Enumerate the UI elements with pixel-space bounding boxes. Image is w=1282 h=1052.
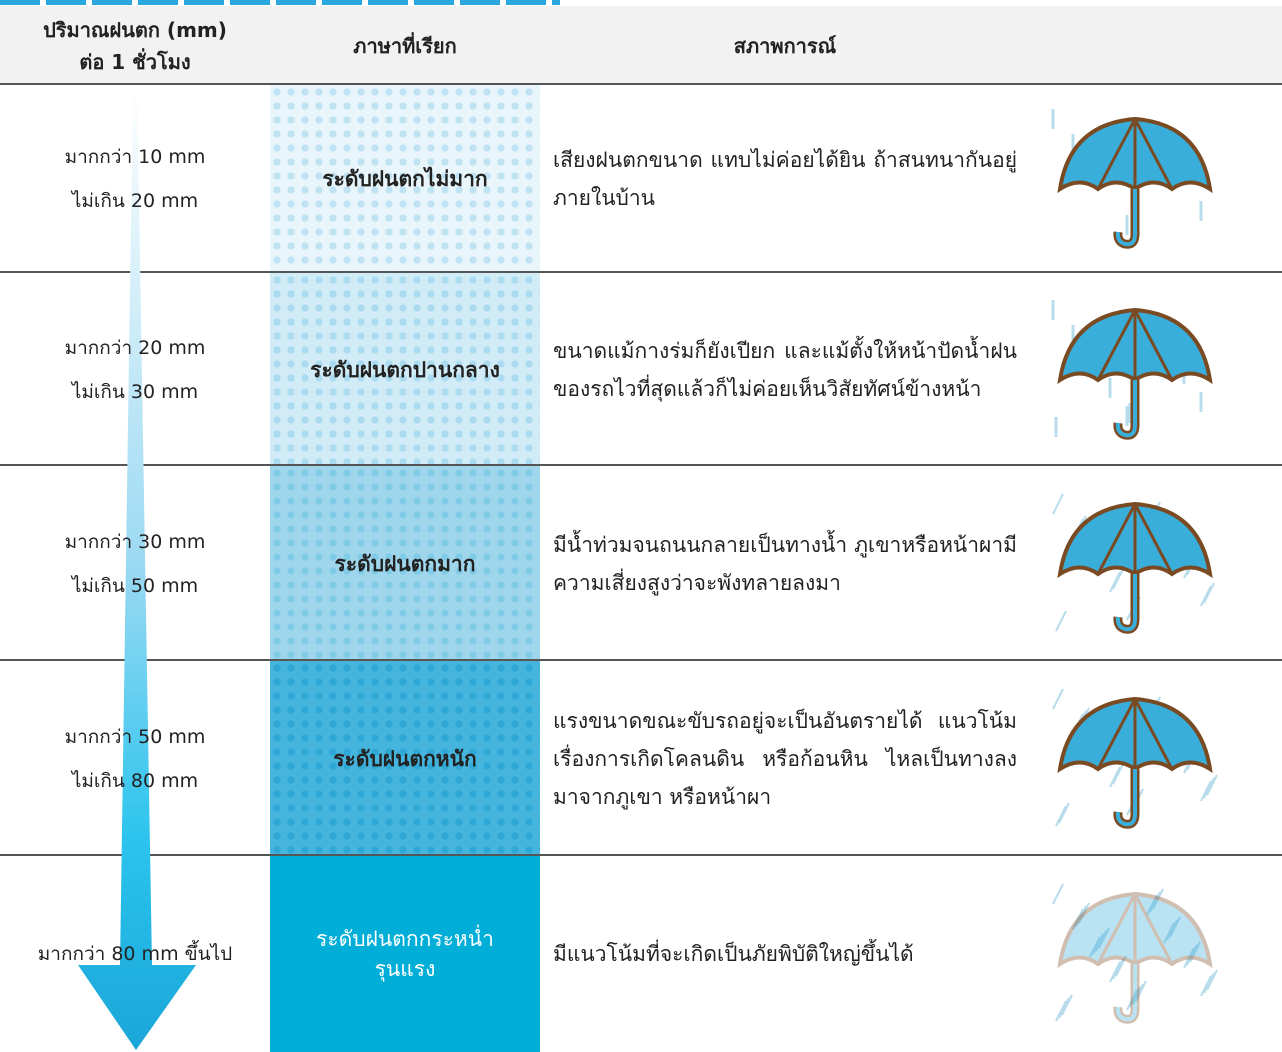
arrow xyxy=(78,85,196,1050)
term-cell: ระดับฝนตกไม่มาก xyxy=(270,85,540,273)
header-amount-line: ปริมาณฝนตก (mm) xyxy=(43,17,227,42)
arrow-shape xyxy=(78,85,196,1050)
term-text: ระดับฝนตกมาก xyxy=(334,551,476,576)
icon-cell xyxy=(1040,273,1230,466)
umbrella-icon xyxy=(1052,493,1215,634)
situation-cell: มีน้ำท่วมจนถนนกลายเป็นทางน้ำ ภูเขาหรือหน… xyxy=(553,466,1017,661)
row-line xyxy=(0,854,1282,856)
icon-cell xyxy=(1040,85,1230,273)
amount-cell: มากกว่า 30 mm ไม่เกิน 50 mm xyxy=(0,466,270,661)
situation-text: มีน้ำท่วมจนถนนกลายเป็นทางน้ำ ภูเขาหรือหน… xyxy=(553,532,1017,595)
term-text: ระดับฝนตกปานกลาง xyxy=(310,357,500,382)
umbrella-icon xyxy=(1051,299,1213,440)
amount-cell: มากกว่า 20 mm ไม่เกิน 30 mm xyxy=(0,273,270,466)
icon-cell xyxy=(1040,661,1230,856)
situation-cell: ขนาดแม้กางร่มก็ยังเปียก และแม้ตั้งให้หน้… xyxy=(553,273,1017,466)
amount-text: ไม่เกิน 80 mm xyxy=(71,769,199,792)
icon-cell xyxy=(1040,856,1230,1052)
term-cell: ระดับฝนตกหนัก xyxy=(270,661,540,856)
term-text: ระดับฝนตกกระหน่ำ xyxy=(316,927,494,951)
term-text: ระดับฝนตกหนัก xyxy=(333,746,477,771)
situation-text: เสียงฝนตกขนาด แทบไม่ค่อยได้ยิน ถ้าสนทนาก… xyxy=(553,148,1017,210)
header-situation: สภาพการณ์ xyxy=(540,6,1030,85)
row-line xyxy=(0,659,1282,661)
amount-text: มากกว่า 80 mm ขึ้นไป xyxy=(37,943,233,965)
amount-text: ไม่เกิน 50 mm xyxy=(71,574,199,597)
amount-text: ไม่เกิน 20 mm xyxy=(71,190,199,212)
header-amount: ปริมาณฝนตก (mm) ต่อ 1 ชั่วโมง xyxy=(0,6,270,85)
amount-text: มากกว่า 10 mm xyxy=(64,146,206,168)
situation-text: ขนาดแม้กางร่มก็ยังเปียก และแม้ตั้งให้หน้… xyxy=(553,338,1017,401)
term-cell: ระดับฝนตกกระหน่ำรุนแรง xyxy=(270,856,540,1052)
umbrella-icon xyxy=(1052,688,1218,829)
amount-text: มากกว่า 30 mm xyxy=(64,530,206,553)
term-cell: ระดับฝนตกปานกลาง xyxy=(270,273,540,466)
amount-text: มากกว่า 20 mm xyxy=(64,336,206,359)
situation-text: แรงขนาดขณะขับรถอยู่จะเป็นอันตรายได้ แนวโ… xyxy=(553,708,1017,809)
term-cell: ระดับฝนตกมาก xyxy=(270,466,540,661)
term-text: รุนแรง xyxy=(374,957,436,981)
term-text: ระดับฝนตกไม่มาก xyxy=(322,167,488,191)
umbrella-icon xyxy=(1052,883,1218,1024)
umbrella-icon xyxy=(1051,109,1213,249)
amount-cell: มากกว่า 80 mm ขึ้นไป xyxy=(0,856,270,1052)
amount-text: ไม่เกิน 30 mm xyxy=(71,380,199,403)
situation-cell: เสียงฝนตกขนาด แทบไม่ค่อยได้ยิน ถ้าสนทนาก… xyxy=(553,85,1017,273)
amount-text: มากกว่า 50 mm xyxy=(64,725,206,748)
top-strip xyxy=(0,0,560,5)
situation-cell: แรงขนาดขณะขับรถอยู่จะเป็นอันตรายได้ แนวโ… xyxy=(553,661,1017,856)
header-amount-line: ต่อ 1 ชั่วโมง xyxy=(79,49,191,74)
amount-cell: มากกว่า 10 mm ไม่เกิน 20 mm xyxy=(0,85,270,273)
header-term: ภาษาที่เรียก xyxy=(270,6,540,85)
situation-text: มีแนวโน้มที่จะเกิดเป็นภัยพิบัติใหญ่ขึ้นไ… xyxy=(553,942,914,966)
icon-cell xyxy=(1040,466,1230,661)
row-line xyxy=(0,464,1282,466)
header-blank xyxy=(1030,6,1282,85)
row-line xyxy=(0,271,1282,273)
row-line xyxy=(0,83,1282,85)
situation-cell: มีแนวโน้มที่จะเกิดเป็นภัยพิบัติใหญ่ขึ้นไ… xyxy=(553,856,1017,1052)
amount-cell: มากกว่า 50 mm ไม่เกิน 80 mm xyxy=(0,661,270,856)
